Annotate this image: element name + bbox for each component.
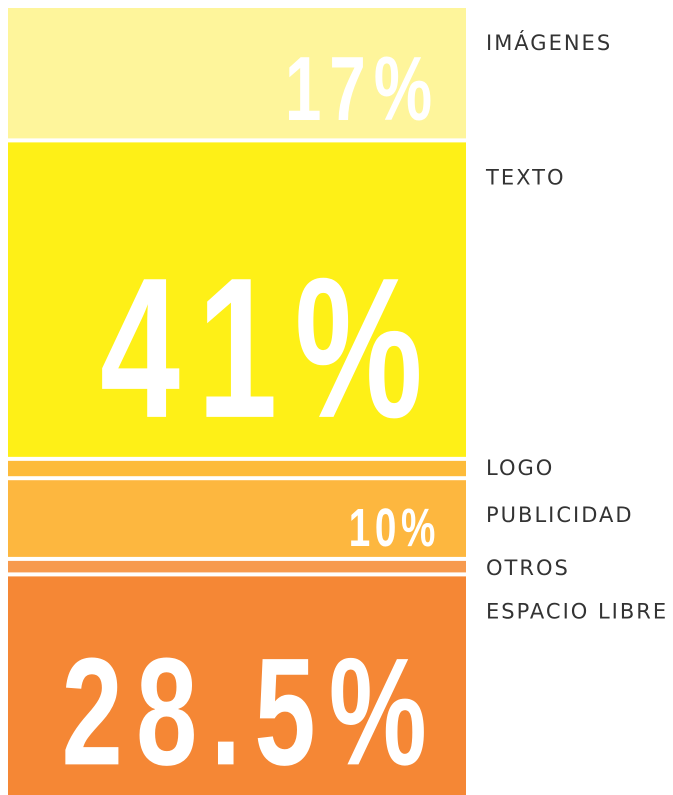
value-label: 10% <box>349 498 440 558</box>
bar-segment <box>8 560 466 573</box>
bar-segment <box>8 480 466 557</box>
value-label: 17% <box>285 38 440 140</box>
legend-label: ESPACIO LIBRE <box>486 599 668 623</box>
bar-segment <box>8 8 466 139</box>
legend-label: LOGO <box>486 456 554 480</box>
bar-segment <box>8 576 466 795</box>
legend-label: IMÁGENES <box>486 30 612 55</box>
value-label: 41% <box>100 236 440 460</box>
legend-label: TEXTO <box>485 165 565 189</box>
legend-label: OTROS <box>486 556 570 580</box>
bar-segment <box>8 142 466 457</box>
legend-label: PUBLICIDAD <box>486 503 634 527</box>
bar-segment <box>8 460 466 477</box>
value-label: 28.5% <box>62 627 440 795</box>
